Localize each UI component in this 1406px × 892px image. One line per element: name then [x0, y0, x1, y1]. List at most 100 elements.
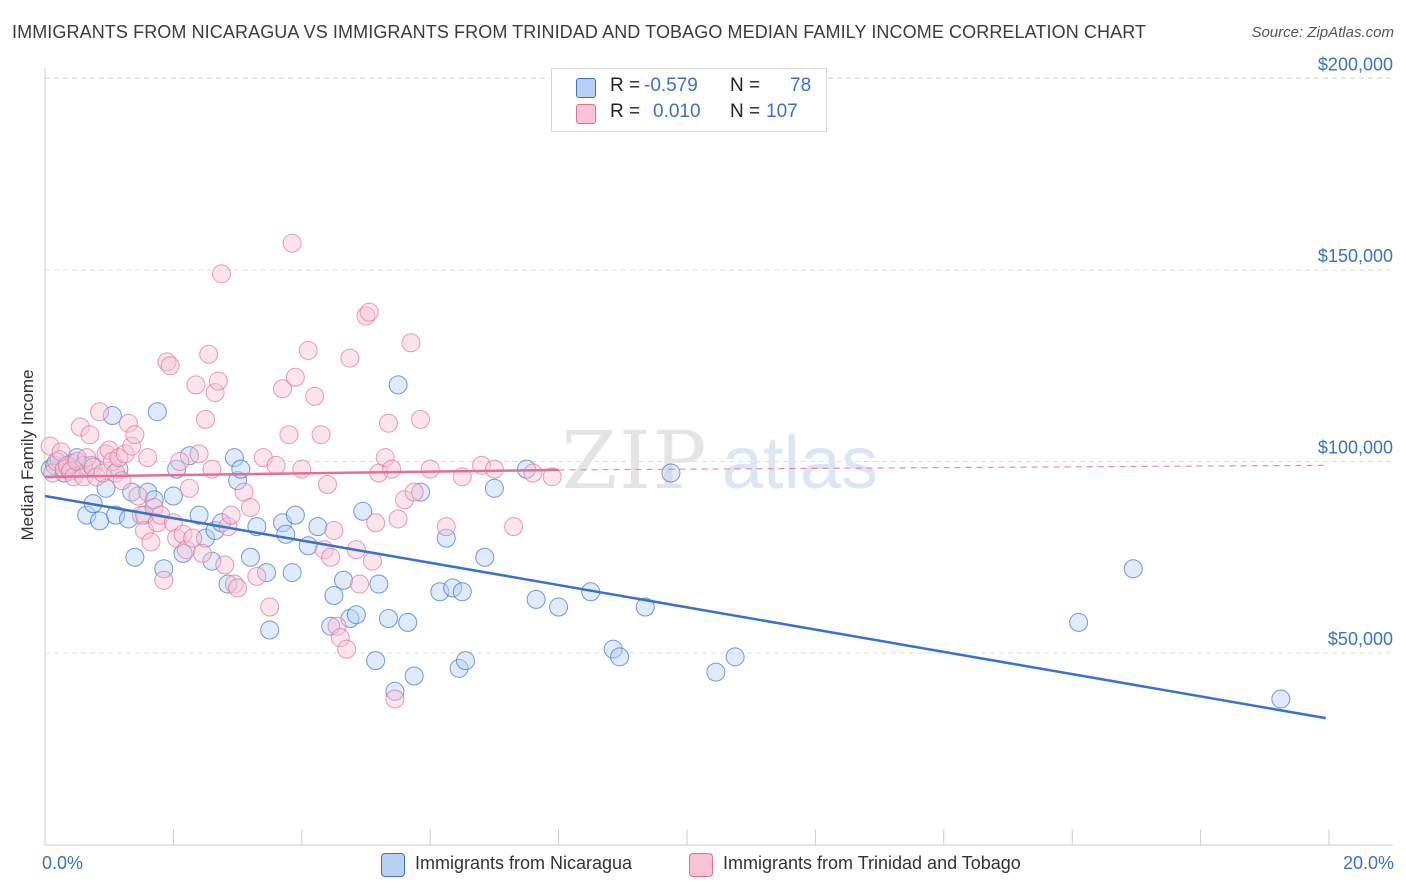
point-nicaragua	[240, 547, 260, 567]
legend-r-value: 0.010	[653, 101, 701, 122]
bottom-legend-label-trinidad: Immigrants from Trinidad and Tobago	[723, 853, 1021, 873]
point-trinidad	[157, 352, 177, 372]
point-trinidad	[208, 371, 228, 391]
point-nicaragua	[167, 459, 187, 479]
point-nicaragua	[404, 666, 424, 686]
point-trinidad	[77, 448, 97, 468]
point-nicaragua	[189, 505, 209, 525]
point-trinidad	[122, 436, 142, 456]
legend-n-value: 78	[790, 75, 812, 96]
legend: R = -0.579 N = 78 R = 0.010 N = 107	[551, 68, 827, 132]
point-nicaragua	[77, 505, 97, 525]
point-trinidad	[228, 578, 248, 598]
point-trinidad	[375, 448, 395, 468]
point-trinidad	[542, 467, 562, 487]
point-nicaragua	[106, 505, 126, 525]
point-nicaragua	[125, 547, 145, 567]
point-nicaragua	[102, 406, 122, 426]
point-trinidad	[273, 379, 293, 399]
point-nicaragua	[154, 559, 174, 579]
x-tick-max: 20.0%	[1342, 853, 1394, 873]
point-trinidad	[141, 532, 161, 552]
point-nicaragua	[449, 658, 469, 678]
point-trinidad	[292, 459, 312, 479]
point-nicaragua	[285, 505, 305, 525]
point-trinidad	[170, 452, 190, 471]
point-trinidad	[311, 425, 331, 445]
point-nicaragua	[635, 597, 655, 617]
point-nicaragua	[706, 662, 726, 682]
point-trinidad	[96, 444, 116, 464]
point-nicaragua	[308, 517, 328, 537]
point-trinidad	[179, 478, 199, 498]
point-trinidad	[70, 417, 90, 437]
point-trinidad	[247, 566, 267, 586]
point-nicaragua	[1069, 612, 1089, 632]
point-nicaragua	[1271, 689, 1291, 709]
point-trinidad	[356, 306, 376, 326]
point-trinidad	[99, 440, 119, 460]
point-trinidad	[388, 509, 408, 529]
point-trinidad	[385, 689, 405, 709]
point-trinidad	[401, 333, 421, 353]
point-nicaragua	[218, 574, 238, 594]
point-trinidad	[115, 444, 135, 464]
point-trinidad	[337, 639, 357, 659]
point-nicaragua	[353, 501, 373, 521]
point-nicaragua	[484, 478, 504, 498]
point-trinidad	[436, 517, 456, 537]
point-trinidad	[125, 425, 145, 445]
point-nicaragua	[443, 578, 463, 598]
point-nicaragua	[324, 586, 344, 606]
point-trinidad	[404, 482, 424, 502]
point-trinidad	[138, 448, 158, 468]
point-nicaragua	[147, 402, 167, 422]
watermark-atlas: atlas	[722, 421, 878, 504]
point-trinidad	[147, 513, 167, 533]
point-trinidad	[366, 513, 386, 533]
bottom-legend-swatch-nicaragua	[381, 853, 405, 877]
point-nicaragua	[475, 547, 495, 567]
point-trinidad	[260, 597, 280, 617]
point-trinidad	[215, 555, 235, 575]
y-tick-label: $50,000	[1328, 629, 1393, 649]
point-nicaragua	[346, 605, 366, 625]
trendline-trinidad	[44, 468, 559, 479]
point-nicaragua	[725, 647, 745, 667]
point-trinidad	[160, 356, 180, 376]
point-trinidad	[395, 490, 415, 510]
point-trinidad	[305, 386, 325, 406]
point-trinidad	[57, 455, 77, 475]
point-trinidad	[90, 402, 110, 422]
point-nicaragua	[526, 589, 546, 609]
point-nicaragua	[430, 582, 450, 602]
trendline-trinidad-extension	[558, 464, 1326, 471]
point-trinidad	[340, 348, 360, 368]
point-trinidad	[118, 413, 138, 433]
y-axis-label: Median Family Income	[18, 369, 37, 541]
point-trinidad	[106, 463, 126, 483]
point-nicaragua	[282, 563, 302, 583]
y-tick-label: $200,000	[1318, 55, 1393, 75]
point-trinidad	[199, 344, 219, 364]
point-nicaragua	[603, 639, 623, 659]
bottom-legend-label-nicaragua: Immigrants from Nicaragua	[415, 853, 633, 873]
point-trinidad	[321, 547, 341, 567]
point-trinidad	[378, 413, 398, 433]
point-nicaragua	[256, 563, 276, 583]
point-nicaragua	[179, 446, 199, 466]
point-trinidad	[330, 628, 350, 648]
point-trinidad	[183, 528, 203, 548]
legend-r-label: R =	[610, 75, 641, 96]
point-trinidad	[359, 302, 379, 322]
legend-n-label: N =	[730, 101, 761, 122]
point-nicaragua	[90, 511, 110, 531]
point-trinidad	[327, 616, 347, 636]
trendline-nicaragua	[44, 494, 1327, 720]
point-trinidad	[324, 520, 344, 540]
point-nicaragua	[163, 486, 183, 506]
point-nicaragua	[378, 609, 398, 629]
point-trinidad	[266, 455, 286, 475]
watermark-zip: ZIP	[561, 414, 708, 507]
